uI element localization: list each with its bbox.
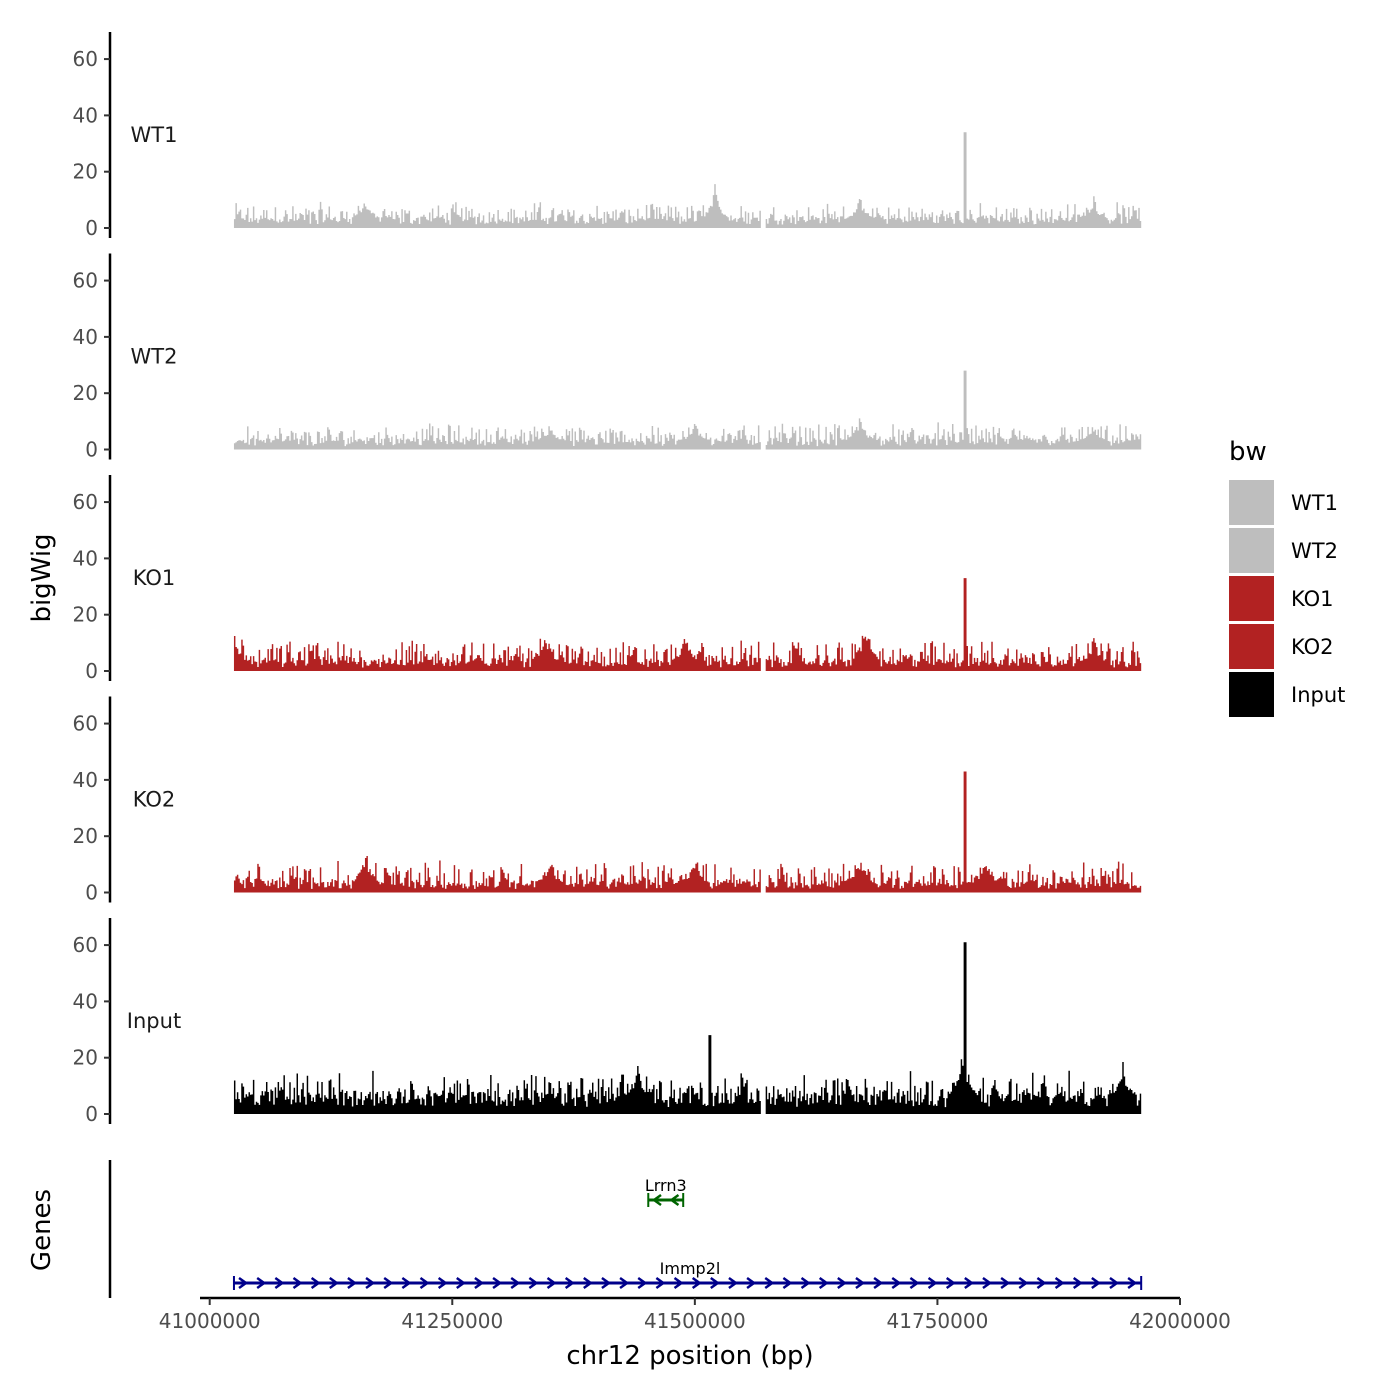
track-ko1: 0 20 40 60 KO1 (73, 475, 1142, 683)
x-tick-label: 42000000 (1129, 1309, 1231, 1333)
legend-key-wt1 (1229, 480, 1274, 525)
signal-wt1-segment-2 (765, 132, 1142, 228)
y-tick-label: 20 (73, 1046, 98, 1070)
y-tick-label: 40 (73, 103, 98, 127)
legend: bw WT1 WT2 KO1 KO2 Input (1229, 437, 1345, 717)
track-label: Input (127, 1009, 181, 1033)
legend-key-input (1229, 672, 1274, 717)
y-tick-label: 40 (73, 325, 98, 349)
legend-key-ko1 (1229, 576, 1274, 621)
track-wt2: 0 20 40 60 WT2 (73, 253, 1142, 462)
legend-key-wt2 (1229, 528, 1274, 573)
signal-ko1-segment-1 (233, 635, 761, 671)
strand-arrows (651, 1193, 680, 1207)
y-tick-label: 0 (85, 216, 98, 240)
y-tick-label: 40 (73, 768, 98, 792)
y-tick-label: 40 (73, 989, 98, 1013)
y-tick-label: 0 (85, 438, 98, 462)
y-tick-label: 20 (73, 381, 98, 405)
strand-arrows (238, 1276, 1138, 1290)
y-tick-label: 20 (73, 824, 98, 848)
y-tick-label: 60 (73, 47, 98, 71)
y-tick-label: 0 (85, 881, 98, 905)
gene-label: Lrrn3 (645, 1176, 687, 1195)
signal-input-segment-1 (233, 1035, 761, 1114)
legend-label-ko1: KO1 (1291, 587, 1334, 611)
y-tick-label: 0 (85, 1102, 98, 1126)
track-input: 0 20 40 60 Input (73, 918, 1142, 1126)
x-tick-label: 41000000 (159, 1309, 261, 1333)
y-axis-title: bigWig (27, 533, 57, 622)
x-axis-title: chr12 position (bp) (566, 1341, 813, 1371)
genes-axis-title: Genes (27, 1189, 57, 1271)
track-ko2: 0 20 40 60 KO2 (73, 696, 1142, 905)
track-label: KO2 (133, 788, 176, 812)
legend-label-wt2: WT2 (1291, 539, 1338, 563)
x-tick-label: 41250000 (401, 1309, 503, 1333)
genes-layer: Lrrn3 Immp2l (108, 1160, 1143, 1298)
legend-label-input: Input (1291, 683, 1345, 707)
y-tick-label: 60 (73, 490, 98, 514)
gene-lrrn3: Lrrn3 (645, 1176, 687, 1207)
signal-wt2-segment-2 (765, 370, 1142, 450)
track-label: KO1 (133, 566, 176, 590)
y-tick-label: 0 (85, 659, 98, 683)
y-tick-label: 20 (73, 160, 98, 184)
track-label: WT2 (131, 345, 178, 369)
y-tick-label: 60 (73, 933, 98, 957)
gene-immp2l: Immp2l (232, 1259, 1143, 1290)
tracks-layer: 0 20 40 60 WT1 0 20 40 60 WT2 0 20 40 60 KO1 0 20 40 60 KO2… (73, 32, 1142, 1126)
y-tick-label: 60 (73, 269, 98, 293)
x-axis: 41000000 41250000 41500000 41750000 42000000 (159, 1296, 1231, 1333)
signal-ko2-segment-1 (233, 856, 761, 893)
track-label: WT1 (131, 123, 178, 147)
y-tick-label: 60 (73, 712, 98, 736)
y-tick-label: 20 (73, 603, 98, 627)
signal-wt2-segment-1 (233, 423, 761, 450)
signal-ko1-segment-2 (765, 578, 1142, 671)
y-tick-label: 40 (73, 546, 98, 570)
x-tick-label: 41750000 (887, 1309, 989, 1333)
signal-wt1-segment-1 (233, 184, 761, 228)
legend-label-wt1: WT1 (1291, 491, 1338, 515)
legend-key-ko2 (1229, 624, 1274, 669)
x-tick-label: 41500000 (644, 1309, 746, 1333)
gene-label: Immp2l (660, 1259, 721, 1278)
signal-input-segment-2 (765, 942, 1142, 1114)
signal-ko2-segment-2 (765, 771, 1142, 893)
legend-title: bw (1229, 437, 1267, 467)
legend-label-ko2: KO2 (1291, 635, 1334, 659)
track-wt1: 0 20 40 60 WT1 (73, 32, 1142, 240)
